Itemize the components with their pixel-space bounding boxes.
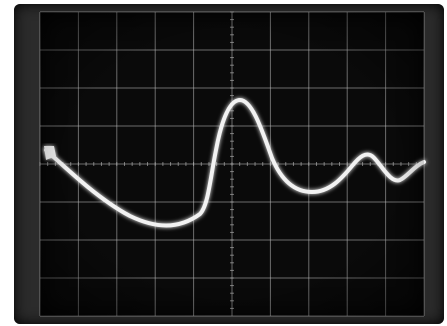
screen-vignette [40,12,424,316]
